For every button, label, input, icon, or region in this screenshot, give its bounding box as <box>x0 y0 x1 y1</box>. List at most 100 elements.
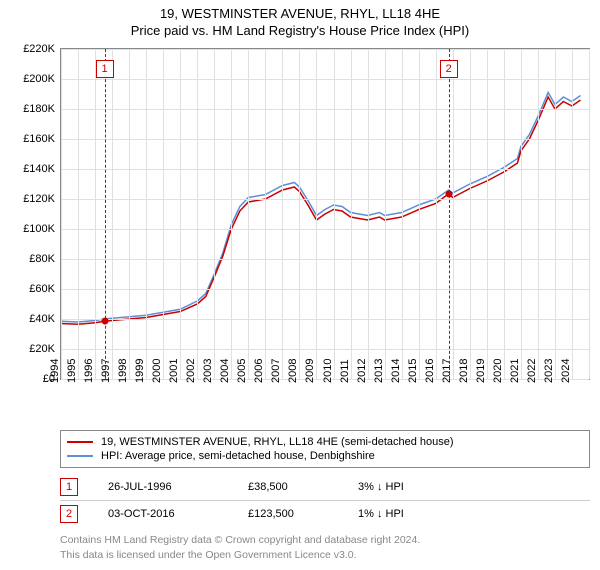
gridline-v <box>231 49 232 379</box>
x-axis-label: 2022 <box>526 359 538 383</box>
chart-container: 19, WESTMINSTER AVENUE, RHYL, LL18 4HE P… <box>0 0 600 562</box>
gridline-v <box>214 49 215 379</box>
chart-subtitle: Price paid vs. HM Land Registry's House … <box>0 23 600 38</box>
sale-price: £123,500 <box>248 508 328 520</box>
x-axis-label: 2009 <box>304 359 316 383</box>
gridline-v <box>538 49 539 379</box>
y-axis-label: £220K <box>23 43 55 55</box>
gridline-h <box>61 169 589 170</box>
gridline-v <box>78 49 79 379</box>
sale-pct: 1% ↓ HPI <box>358 508 404 520</box>
x-axis-label: 2017 <box>440 359 452 383</box>
x-axis-label: 2010 <box>321 359 333 383</box>
x-axis-label: 2012 <box>355 359 367 383</box>
gridline-v <box>589 49 590 379</box>
sale-marker: 2 <box>60 505 78 523</box>
x-axis-label: 2015 <box>406 359 418 383</box>
gridline-v <box>129 49 130 379</box>
x-axis-label: 2005 <box>236 359 248 383</box>
x-axis-label: 2004 <box>219 359 231 383</box>
sale-date: 26-JUL-1996 <box>108 481 218 493</box>
x-axis-label: 2014 <box>389 359 401 383</box>
legend: 19, WESTMINSTER AVENUE, RHYL, LL18 4HE (… <box>60 430 590 468</box>
x-axis-label: 2003 <box>202 359 214 383</box>
gridline-v <box>487 49 488 379</box>
legend-label: HPI: Average price, semi-detached house,… <box>101 450 375 462</box>
reference-line <box>449 49 450 379</box>
line-series-svg <box>61 49 589 379</box>
x-axis-label: 2024 <box>560 359 572 383</box>
gridline-v <box>385 49 386 379</box>
gridline-v <box>248 49 249 379</box>
y-axis-label: £140K <box>23 163 55 175</box>
y-axis-label: £160K <box>23 133 55 145</box>
plot-area: £0£20K£40K£60K£80K£100K£120K£140K£160K£1… <box>60 48 590 380</box>
gridline-v <box>436 49 437 379</box>
gridline-h <box>61 229 589 230</box>
x-axis-label: 2001 <box>168 359 180 383</box>
gridline-v <box>368 49 369 379</box>
sale-row: 203-OCT-2016£123,5001% ↓ HPI <box>60 501 590 527</box>
sale-point <box>445 190 452 197</box>
y-axis-label: £80K <box>29 253 55 265</box>
y-axis-label: £200K <box>23 73 55 85</box>
chart-title: 19, WESTMINSTER AVENUE, RHYL, LL18 4HE <box>0 6 600 21</box>
sales-table: 126-JUL-1996£38,5003% ↓ HPI203-OCT-2016£… <box>60 474 590 527</box>
gridline-h <box>61 49 589 50</box>
legend-label: 19, WESTMINSTER AVENUE, RHYL, LL18 4HE (… <box>101 436 454 448</box>
gridline-v <box>470 49 471 379</box>
y-axis-label: £20K <box>29 343 55 355</box>
y-axis-label: £120K <box>23 193 55 205</box>
gridline-v <box>555 49 556 379</box>
gridline-h <box>61 139 589 140</box>
series-line <box>61 92 580 322</box>
gridline-h <box>61 79 589 80</box>
sale-marker: 1 <box>60 478 78 496</box>
x-axis-label: 2002 <box>185 359 197 383</box>
x-axis-label: 1996 <box>83 359 95 383</box>
x-axis-label: 2013 <box>372 359 384 383</box>
gridline-v <box>282 49 283 379</box>
gridline-v <box>180 49 181 379</box>
reference-line <box>105 49 106 379</box>
gridline-v <box>521 49 522 379</box>
legend-swatch <box>67 441 93 443</box>
gridline-v <box>402 49 403 379</box>
x-axis-label: 2006 <box>253 359 265 383</box>
sale-pct: 3% ↓ HPI <box>358 481 404 493</box>
attribution-line2: This data is licensed under the Open Gov… <box>60 548 590 563</box>
x-axis-label: 2021 <box>509 359 521 383</box>
x-axis-label: 2020 <box>492 359 504 383</box>
x-axis-label: 1995 <box>66 359 78 383</box>
x-axis-label: 1994 <box>49 359 61 383</box>
x-axis-label: 2007 <box>270 359 282 383</box>
reference-marker: 2 <box>440 60 458 78</box>
attribution: Contains HM Land Registry data © Crown c… <box>60 533 590 562</box>
x-axis-label: 2023 <box>543 359 555 383</box>
x-axis-label: 2000 <box>151 359 163 383</box>
y-axis-label: £180K <box>23 103 55 115</box>
gridline-v <box>95 49 96 379</box>
gridline-v <box>504 49 505 379</box>
sale-price: £38,500 <box>248 481 328 493</box>
gridline-h <box>61 199 589 200</box>
x-axis-label: 2011 <box>339 359 351 383</box>
gridline-v <box>334 49 335 379</box>
gridline-h <box>61 259 589 260</box>
legend-item: 19, WESTMINSTER AVENUE, RHYL, LL18 4HE (… <box>67 435 583 449</box>
x-axis-label: 2016 <box>423 359 435 383</box>
series-line <box>61 97 580 324</box>
gridline-v <box>61 49 62 379</box>
sale-point <box>101 318 108 325</box>
x-axis-label: 2019 <box>475 359 487 383</box>
gridline-v <box>453 49 454 379</box>
gridline-v <box>112 49 113 379</box>
legend-swatch <box>67 455 93 457</box>
titles: 19, WESTMINSTER AVENUE, RHYL, LL18 4HE P… <box>0 0 600 38</box>
attribution-line1: Contains HM Land Registry data © Crown c… <box>60 533 590 548</box>
gridline-v <box>197 49 198 379</box>
gridline-v <box>265 49 266 379</box>
y-axis-label: £100K <box>23 223 55 235</box>
gridline-v <box>419 49 420 379</box>
y-axis-label: £60K <box>29 283 55 295</box>
